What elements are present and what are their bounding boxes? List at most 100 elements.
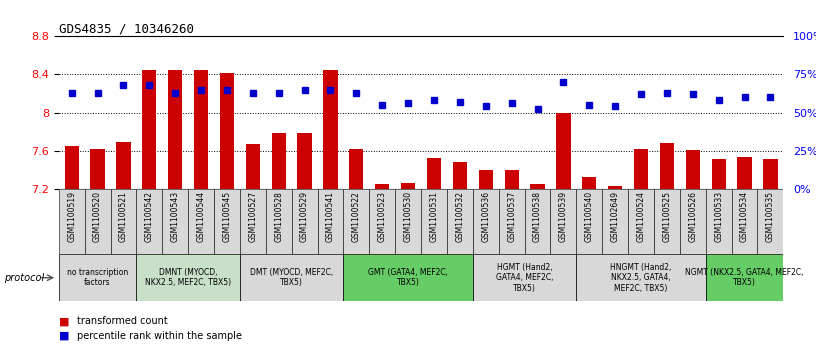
Bar (349, 149, 363, 189)
Text: GSM1100542: GSM1100542 (144, 191, 154, 242)
Bar (660, 143, 674, 189)
Bar (344, 189, 370, 254)
Text: GSM1100537: GSM1100537 (507, 191, 517, 242)
Text: GMT (GATA4, MEF2C,
TBX5): GMT (GATA4, MEF2C, TBX5) (368, 268, 448, 287)
Text: ■: ■ (59, 331, 69, 341)
Text: transformed count: transformed count (77, 316, 167, 326)
Text: GSM1100519: GSM1100519 (67, 191, 76, 242)
Text: ■: ■ (59, 316, 69, 326)
Bar (576, 254, 706, 301)
Bar (447, 189, 472, 254)
Bar (654, 189, 680, 254)
Bar (732, 189, 757, 254)
Bar (757, 189, 783, 254)
Text: GSM1100544: GSM1100544 (197, 191, 206, 242)
Bar (375, 184, 389, 189)
Bar (266, 189, 291, 254)
Text: GSM1100541: GSM1100541 (326, 191, 335, 242)
Bar (194, 70, 208, 189)
Text: GSM1100539: GSM1100539 (559, 191, 568, 242)
Bar (91, 149, 104, 189)
Bar (142, 70, 157, 189)
Bar (317, 189, 344, 254)
Bar (59, 254, 136, 301)
Text: GSM1100532: GSM1100532 (455, 191, 464, 242)
Bar (628, 189, 654, 254)
Text: HGMT (Hand2,
GATA4, MEF2C,
TBX5): HGMT (Hand2, GATA4, MEF2C, TBX5) (496, 263, 553, 293)
Bar (608, 186, 623, 189)
Text: no transcription
factors: no transcription factors (67, 268, 128, 287)
Bar (738, 157, 752, 189)
Bar (706, 254, 783, 301)
Text: NGMT (NKX2.5, GATA4, MEF2C,
TBX5): NGMT (NKX2.5, GATA4, MEF2C, TBX5) (685, 268, 804, 287)
Text: GSM1100520: GSM1100520 (93, 191, 102, 242)
Text: GSM1100524: GSM1100524 (636, 191, 645, 242)
Text: GSM1100531: GSM1100531 (429, 191, 438, 242)
Bar (370, 189, 395, 254)
Bar (168, 70, 182, 189)
Bar (240, 189, 266, 254)
Bar (530, 184, 544, 189)
Bar (763, 159, 778, 189)
Bar (453, 162, 467, 189)
Text: GSM1100545: GSM1100545 (223, 191, 232, 242)
Bar (188, 189, 214, 254)
Bar (421, 189, 447, 254)
Text: DMNT (MYOCD,
NKX2.5, MEF2C, TBX5): DMNT (MYOCD, NKX2.5, MEF2C, TBX5) (145, 268, 231, 287)
Bar (291, 189, 317, 254)
Text: GSM1100530: GSM1100530 (404, 191, 413, 242)
Text: percentile rank within the sample: percentile rank within the sample (77, 331, 242, 341)
Bar (634, 149, 648, 189)
Bar (395, 189, 421, 254)
Text: GSM1100535: GSM1100535 (766, 191, 775, 242)
Bar (220, 73, 234, 189)
Bar (602, 189, 628, 254)
Bar (214, 189, 240, 254)
Text: HNGMT (Hand2,
NKX2.5, GATA4,
MEF2C, TBX5): HNGMT (Hand2, NKX2.5, GATA4, MEF2C, TBX5… (610, 263, 672, 293)
Bar (427, 158, 441, 189)
Text: GSM1100533: GSM1100533 (714, 191, 723, 242)
Text: GSM1100538: GSM1100538 (533, 191, 542, 242)
Text: GSM1100543: GSM1100543 (171, 191, 180, 242)
Bar (576, 189, 602, 254)
Text: GSM1102649: GSM1102649 (610, 191, 619, 242)
Bar (85, 189, 110, 254)
Bar (401, 183, 415, 189)
Text: protocol: protocol (4, 273, 44, 283)
Bar (298, 134, 312, 189)
Bar (110, 189, 136, 254)
Bar (479, 170, 493, 189)
Bar (117, 142, 131, 189)
Bar (64, 146, 79, 189)
Text: GSM1100527: GSM1100527 (248, 191, 257, 242)
Bar (582, 177, 596, 189)
Bar (680, 189, 706, 254)
Text: GSM1100534: GSM1100534 (740, 191, 749, 242)
Bar (240, 254, 344, 301)
Text: GSM1100526: GSM1100526 (688, 191, 698, 242)
Text: GSM1100525: GSM1100525 (663, 191, 672, 242)
Text: GSM1100521: GSM1100521 (119, 191, 128, 242)
Text: DMT (MYOCD, MEF2C,
TBX5): DMT (MYOCD, MEF2C, TBX5) (250, 268, 333, 287)
Text: GSM1100529: GSM1100529 (300, 191, 309, 242)
Bar (246, 144, 260, 189)
Bar (706, 189, 732, 254)
Bar (504, 170, 519, 189)
Bar (136, 254, 240, 301)
Bar (551, 189, 576, 254)
Text: GSM1100522: GSM1100522 (352, 191, 361, 242)
Bar (344, 254, 472, 301)
Bar (499, 189, 525, 254)
Bar (272, 132, 286, 189)
Text: GSM1100528: GSM1100528 (274, 191, 283, 242)
Bar (712, 159, 725, 189)
Bar (162, 189, 188, 254)
Text: GSM1100536: GSM1100536 (481, 191, 490, 242)
Bar (557, 113, 570, 189)
Text: GDS4835 / 10346260: GDS4835 / 10346260 (59, 22, 193, 35)
Bar (525, 189, 551, 254)
Bar (472, 254, 576, 301)
Bar (136, 189, 162, 254)
Bar (323, 70, 338, 189)
Text: GSM1100523: GSM1100523 (378, 191, 387, 242)
